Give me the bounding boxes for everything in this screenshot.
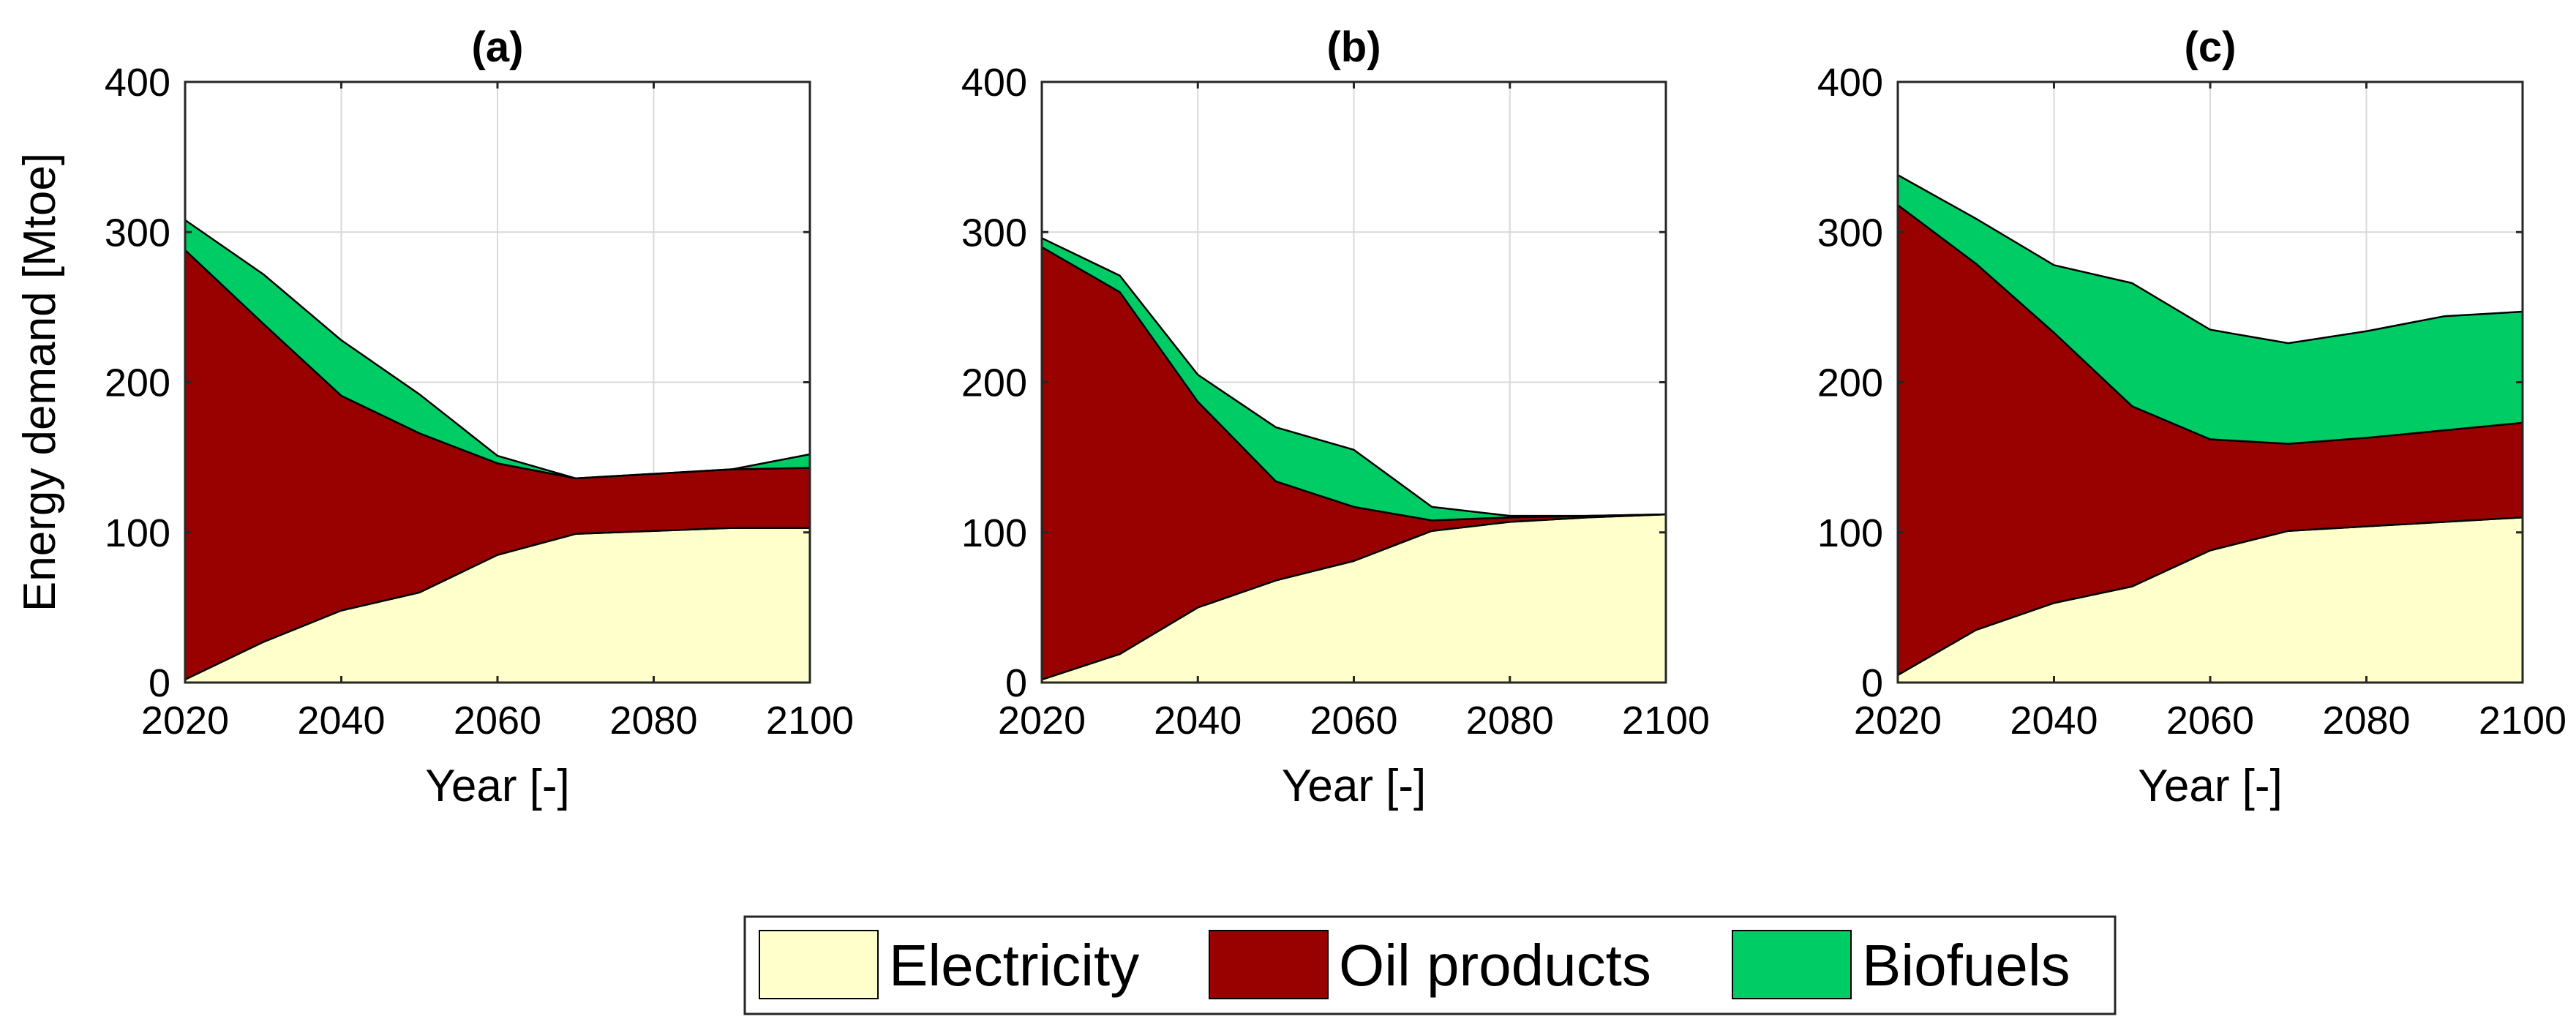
legend-swatch-oil-products — [1209, 930, 1329, 999]
panel-a-xtick-label-2060: 2060 — [454, 699, 541, 743]
panel-b-ytick-label-400: 400 — [961, 61, 1027, 105]
panel-c-ytick-label-300: 300 — [1817, 211, 1883, 255]
panel-a-ytick-label-100: 100 — [105, 511, 170, 555]
panel-a-ytick-label-200: 200 — [105, 361, 170, 405]
panel-a-title: (a) — [472, 23, 524, 71]
panel-c-xtick-label-2060: 2060 — [2166, 699, 2254, 743]
panel-b-xtick-label-2060: 2060 — [1310, 699, 1397, 743]
legend-box — [743, 915, 2117, 1015]
panel-c-xtick-label-2080: 2080 — [2322, 699, 2410, 743]
panel-a-ytick-label-400: 400 — [105, 61, 170, 105]
panel-c: 2020 2040 2060 2080 2100 0 100 200 300 400 (c) Year… — [1817, 23, 2566, 811]
panel-a-xtick-label-2020: 2020 — [141, 699, 229, 743]
panel-b-xtick-label-2080: 2080 — [1466, 699, 1554, 743]
panel-b-area-biofuels — [1040, 237, 1667, 522]
panel-b-xtick-label-2020: 2020 — [998, 699, 1086, 743]
panel-a-xtick-label-2040: 2040 — [297, 699, 385, 743]
panel-c-xtick-label-2100: 2100 — [2479, 699, 2566, 743]
panel-b-ytick-label-100: 100 — [961, 511, 1027, 555]
panel-a: 2020 2040 2060 2080 2100 0 100 200 300 400 (a) Year… — [15, 23, 854, 811]
legend-label-biofuels: Biofuels — [1862, 933, 2070, 998]
legend-label-electricity: Electricity — [889, 933, 1139, 998]
panel-a-ytick-label-300: 300 — [105, 211, 170, 255]
panel-c-title: (c) — [2185, 23, 2237, 71]
panel-b-xlabel: Year [-] — [1282, 761, 1427, 811]
panel-c-xtick-label-2040: 2040 — [2010, 699, 2098, 743]
panel-b-ytick-label-200: 200 — [961, 361, 1027, 405]
legend: Electricity Oil products Biofuels — [743, 915, 2117, 1015]
panel-a-xlabel: Year [-] — [425, 761, 570, 811]
panel-c-ytick-label-200: 200 — [1817, 361, 1883, 405]
panel-b-ytick-label-0: 0 — [1005, 661, 1027, 705]
panel-c-xlabel: Year [-] — [2138, 761, 2283, 811]
legend-swatch-electricity — [759, 930, 879, 999]
panel-c-ytick-label-100: 100 — [1817, 511, 1883, 555]
panel-b-xtick-label-2100: 2100 — [1622, 699, 1710, 743]
panel-a-xtick-label-2100: 2100 — [766, 699, 854, 743]
panel-b-ytick-label-300: 300 — [961, 211, 1027, 255]
legend-label-oil-products: Oil products — [1339, 933, 1651, 998]
panel-c-ytick-label-400: 400 — [1817, 61, 1883, 105]
panel-a-xtick-label-2080: 2080 — [609, 699, 697, 743]
chart-panels: 2020 2040 2060 2080 2100 0 100 200 300 400 (a) Year… — [15, 23, 2566, 811]
panel-a-ylabel: Energy demand [Mtoe] — [15, 153, 65, 612]
panel-b: 2020 2040 2060 2080 2100 0 100 200 300 400 (b) Year… — [961, 23, 1710, 811]
legend-swatch-biofuels — [1732, 930, 1852, 999]
panel-c-xtick-label-2020: 2020 — [1854, 699, 1942, 743]
panel-b-title: (b) — [1326, 23, 1381, 71]
panel-a-ytick-label-0: 0 — [149, 661, 170, 705]
panel-b-xtick-label-2040: 2040 — [1154, 699, 1242, 743]
panel-c-ytick-label-0: 0 — [1861, 661, 1883, 705]
